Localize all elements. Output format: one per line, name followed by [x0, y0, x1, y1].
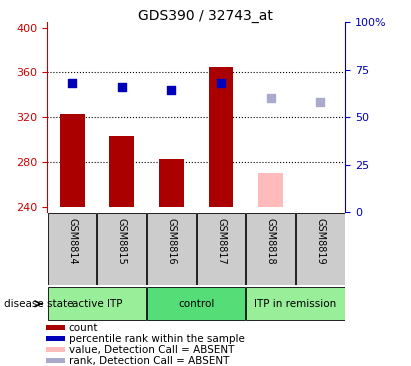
- Bar: [147, 287, 245, 320]
- Text: GSM8817: GSM8817: [216, 218, 226, 265]
- Text: GDS390 / 32743_at: GDS390 / 32743_at: [138, 9, 273, 23]
- Bar: [46, 358, 65, 363]
- Bar: [259, 173, 283, 207]
- Text: GSM8818: GSM8818: [266, 218, 276, 265]
- Text: ITP in remission: ITP in remission: [254, 299, 337, 309]
- Bar: [60, 114, 85, 207]
- Text: GSM8819: GSM8819: [315, 218, 326, 265]
- Bar: [247, 287, 345, 320]
- Text: disease state: disease state: [4, 299, 74, 309]
- Point: [168, 87, 175, 93]
- Bar: [296, 213, 345, 285]
- Text: control: control: [178, 299, 215, 309]
- Text: count: count: [69, 322, 98, 333]
- Text: value, Detection Call = ABSENT: value, Detection Call = ABSENT: [69, 344, 234, 355]
- Text: GSM8815: GSM8815: [117, 218, 127, 265]
- Bar: [159, 158, 184, 207]
- Bar: [197, 213, 245, 285]
- Text: rank, Detection Call = ABSENT: rank, Detection Call = ABSENT: [69, 355, 229, 366]
- Point: [218, 80, 224, 86]
- Bar: [247, 213, 295, 285]
- Point: [118, 84, 125, 90]
- Bar: [209, 67, 233, 207]
- Bar: [48, 213, 97, 285]
- Bar: [48, 287, 146, 320]
- Point: [268, 95, 274, 101]
- Bar: [97, 213, 146, 285]
- Bar: [46, 347, 65, 352]
- Text: GSM8816: GSM8816: [166, 218, 176, 265]
- Point: [317, 99, 324, 105]
- Bar: [109, 136, 134, 207]
- Text: percentile rank within the sample: percentile rank within the sample: [69, 333, 245, 344]
- Text: GSM8814: GSM8814: [67, 218, 77, 265]
- Text: active ITP: active ITP: [72, 299, 122, 309]
- Bar: [46, 336, 65, 341]
- Point: [69, 80, 75, 86]
- Bar: [46, 325, 65, 330]
- Bar: [147, 213, 196, 285]
